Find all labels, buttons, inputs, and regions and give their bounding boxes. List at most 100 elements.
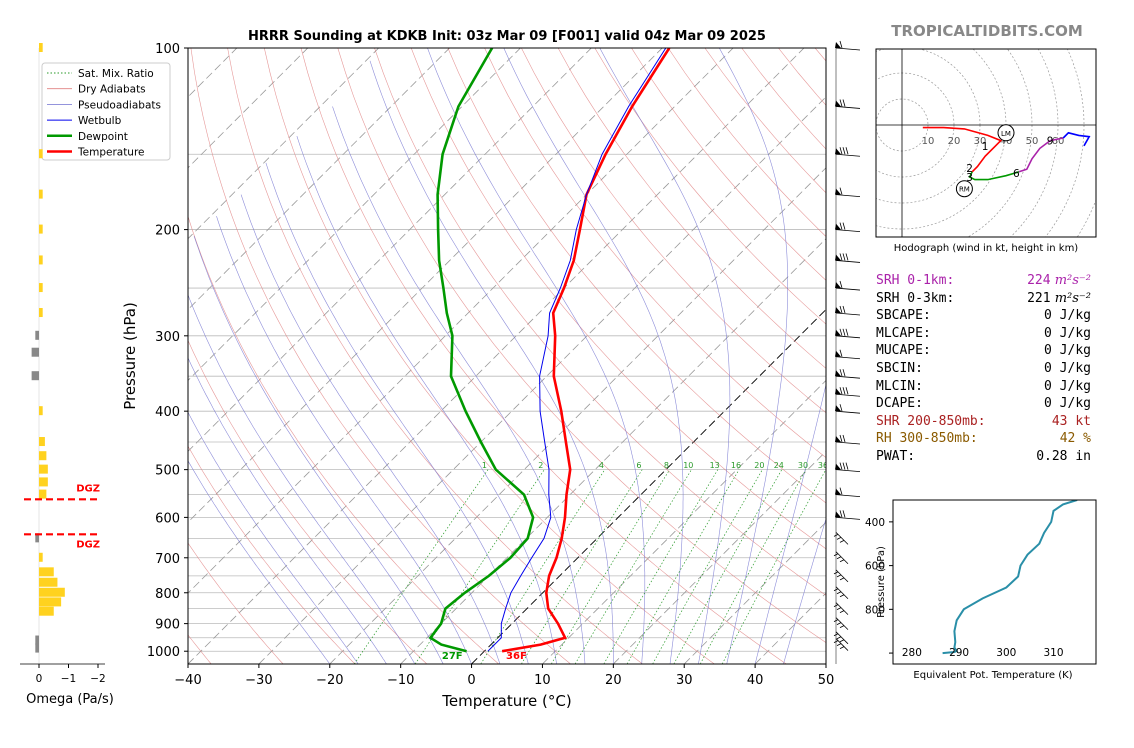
stat-row: MLCAPE: 0 J/kg [876,325,1091,343]
isotherm [188,48,734,594]
wind-barb-tick [845,387,849,395]
wind-barb-tick [839,253,843,261]
omega-bar [39,437,45,447]
skewt-series [428,48,671,653]
wind-barb [833,532,849,545]
mixing-ratio-line [521,469,643,664]
theta-e-y-tick-label: 800 [865,604,885,616]
omega-bar [39,406,43,416]
wind-barb-tick [842,434,846,443]
dry-adiabat [557,48,826,369]
wind-barb-flag [835,282,841,289]
stat-label: MLCAPE: [876,325,931,341]
omega-bar [39,606,54,616]
wind-barb-tick [839,369,843,377]
isotherm [0,48,24,664]
omega-bar [39,43,43,52]
wind-barb-staff [835,410,861,414]
x-tick-label: 20 [605,673,622,688]
wind-barb-tick [842,99,846,107]
mixing-ratio-label: 24 [774,461,784,470]
theta-e-plot [942,500,1078,655]
stat-value: 0 J/kg [1044,395,1091,413]
stat-number: 0 J/kg [1044,308,1091,324]
wind-barb-staff [835,494,861,497]
wind-barb-tick [839,462,843,470]
stat-number: 43 kt [1051,413,1091,429]
wind-barb-staff [835,312,861,316]
wind-barb-flag [835,463,841,470]
pseudoadiabat [754,383,826,664]
omega-bar [39,489,47,499]
surface-dewpoint-label: 27F [442,651,463,662]
theta-e-y-tick-label: 400 [865,517,885,529]
watermark: TROPICALTIDBITS.COM [891,22,1083,40]
wind-barb [835,462,861,473]
omega-x-tick-label: −2 [90,673,105,685]
wind-barb-tick [839,99,843,107]
wind-barb-tick [839,187,843,195]
pseudoadiabat [265,162,529,664]
wind-barb-flag [835,405,841,412]
mixing-ratio-line [721,469,826,664]
pseudoadiabat [332,106,586,664]
stat-row: SBCAPE: 0 J/kg [876,307,1091,325]
stat-row: RH 300-850mb: 42 % [876,430,1091,448]
wind-barb-tick [833,553,839,557]
surface-temperature-label: 36F [506,651,527,662]
wind-barb-flag [835,188,841,195]
dry-adiabat [447,48,826,504]
y-tick-label: 500 [155,464,180,479]
theta-e-y-tick-label: 600 [865,561,885,573]
wind-barb-tick [845,462,849,470]
isotherm [329,167,826,664]
wind-barb-staff [835,393,861,397]
wind-barb-tick [839,434,843,443]
wind-barb-tick [833,604,839,608]
omega-bar [39,255,43,265]
wind-barb-tick [833,633,839,637]
wind-barb-tick [842,369,846,377]
wind-barb-staff [835,194,861,198]
stats-panel: SRH 0-1km: 224 m²s⁻² SRH 0-3km: 221 m²s⁻² SB… [876,272,1091,466]
y-tick-label: 300 [155,330,180,345]
wind-barb [835,387,861,397]
y-tick-label: 1000 [147,645,180,660]
hodograph-trace [1018,137,1064,173]
wind-barb-tick [839,594,845,598]
stat-value: 42 % [1060,430,1091,448]
omega-bar [35,533,39,543]
mixing-ratio-label: 6 [636,461,641,470]
y-tick-label: 600 [155,511,180,526]
isotherm [188,48,450,311]
theta-e-x-tick-label: 310 [1043,647,1063,659]
dry-adiabat [484,48,826,459]
x-tick-label: −40 [174,673,201,688]
wind-barb-flag [835,254,841,261]
omega-bar [39,283,43,293]
omega-bar [39,451,47,461]
wind-barb [833,602,849,615]
mixing-ratio-line [699,469,807,664]
mixing-ratio-label: 1 [482,461,487,470]
omega-bar [39,567,54,577]
wind-barb-tick [839,305,843,314]
series-temperature-line [501,48,671,653]
dry-adiabat [264,48,715,664]
hodograph-ring-label: 50 [1026,136,1039,147]
y-tick-label: 400 [155,405,180,420]
omega-bar [39,587,65,597]
stat-row: DCAPE: 0 J/kg [876,395,1091,413]
mixing-ratio-label: 8 [664,461,669,470]
pseudoadiabat [188,411,359,664]
pseudoadiabat [503,48,684,664]
storm-motion-label: LM [1001,130,1011,138]
mixing-ratio-label: 4 [599,461,604,470]
wind-barb [835,369,861,379]
x-tick-label: 40 [747,673,764,688]
mixing-ratio-line [354,469,489,664]
wind-barb-tick [839,540,845,543]
dgz-label: DGZ [76,539,100,550]
omega-bar [39,552,43,562]
